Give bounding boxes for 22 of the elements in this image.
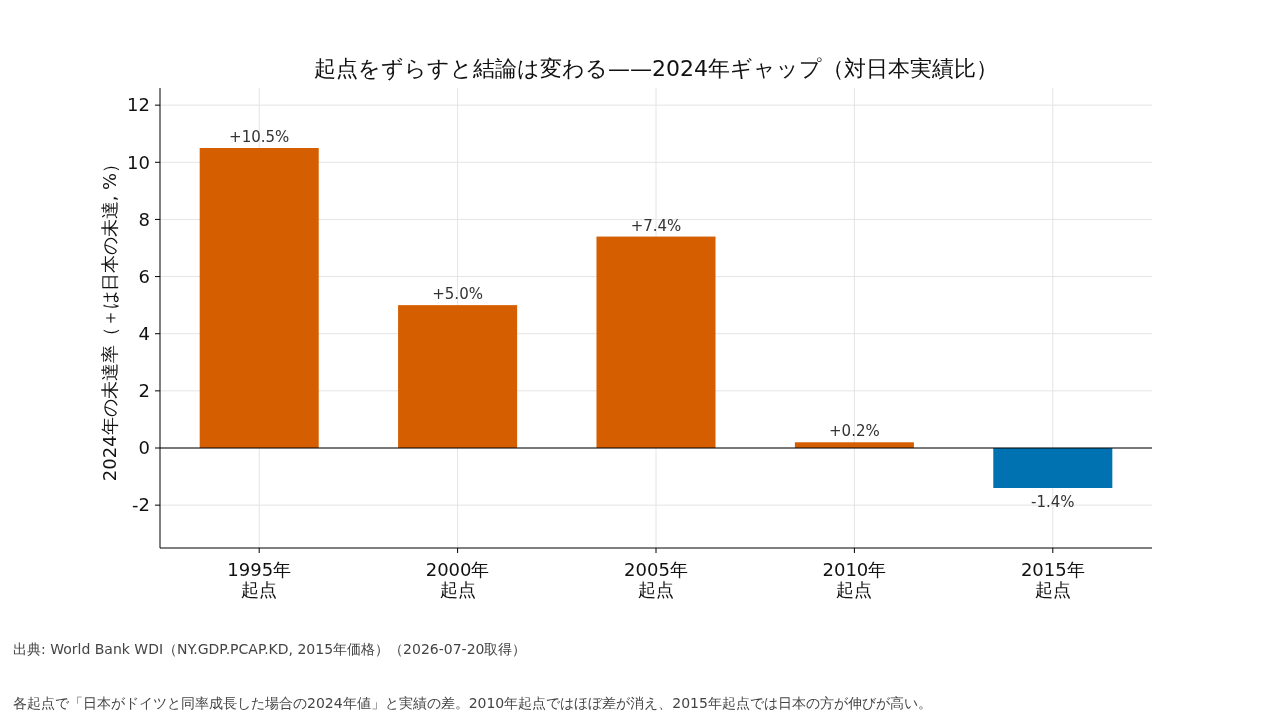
- y-tick-label: 8: [138, 208, 150, 230]
- data-label: +5.0%: [432, 285, 483, 304]
- x-tick-label: 2015年起点: [1020, 559, 1085, 600]
- y-tick-label: -2: [132, 494, 150, 516]
- text: 各起点で「日本がドイツと同率成長した場合の2024年値」と実績の差。2010年起点ではほぼ差が消え、2015年起点では日本の方が伸びが高い。: [13, 695, 932, 711]
- data-label: +0.2%: [829, 422, 880, 441]
- x-tick-label: 2005年起点: [624, 559, 688, 600]
- y-tick-label: 12: [127, 94, 150, 116]
- y-tick-label: 6: [138, 265, 150, 287]
- y-axis-title: 2024年の未達率（＋は日本の未達, %）: [99, 154, 120, 482]
- y-tick-label: 0: [138, 437, 150, 459]
- x-tick-label: 1995年起点: [227, 559, 292, 600]
- x-tick-label: 2010年起点: [822, 559, 887, 600]
- data-label: +10.5%: [229, 128, 290, 146]
- source-note: 出典: World Bank WDI（NY.GDP.PCAP.KD, 2015年価格）（2026-07-20取得）: [13, 641, 527, 657]
- chart-title: 起点をずらすと結論は変わる——2024年ギャップ（対日本実績比）: [314, 56, 998, 81]
- data-label: +7.4%: [630, 216, 682, 235]
- x-tick-label: 2000年起点: [425, 559, 490, 600]
- data-label: -1.4%: [1031, 493, 1075, 511]
- y-tick-label: 4: [138, 323, 150, 345]
- y-tick-label: 2: [138, 380, 150, 402]
- y-tick-label: 10: [127, 151, 150, 173]
